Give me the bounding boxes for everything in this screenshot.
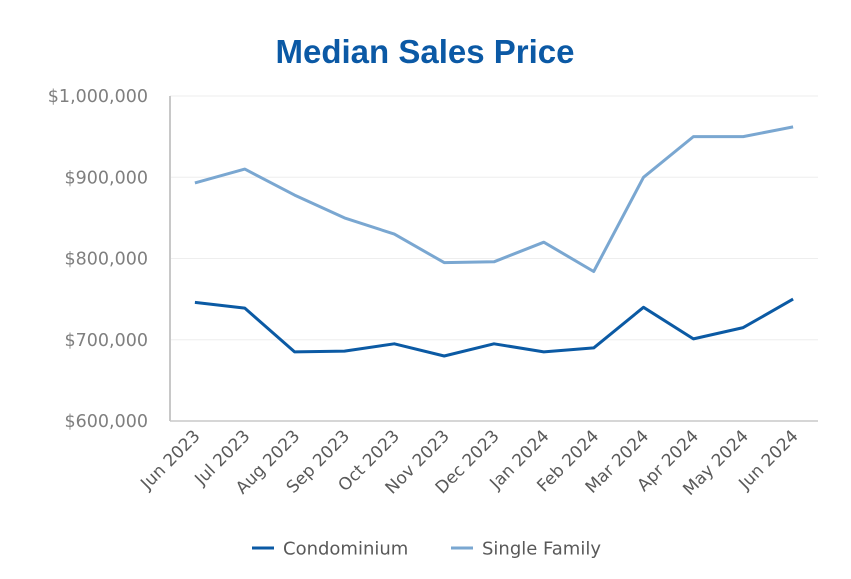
y-tick-label: $800,000	[64, 250, 148, 270]
y-tick-label: $900,000	[64, 168, 148, 188]
series-line-condominium	[194, 297, 794, 358]
chart-title: Median Sales Price	[276, 33, 575, 70]
y-tick-label: $700,000	[64, 331, 148, 351]
series-lines	[194, 125, 794, 358]
series-line-single-family	[194, 125, 794, 273]
x-tick-label: Jun 2023	[136, 426, 204, 494]
legend: Condominium Single Family	[252, 539, 601, 560]
legend-label: Condominium	[283, 539, 408, 560]
grid-lines	[170, 95, 818, 341]
legend-label: Single Family	[482, 539, 601, 560]
y-axis: $600,000 $700,000 $800,000 $900,000 $1,000,0…	[48, 87, 171, 432]
y-tick-label: $1,000,000	[48, 87, 148, 107]
y-tick-label: $600,000	[64, 412, 148, 432]
